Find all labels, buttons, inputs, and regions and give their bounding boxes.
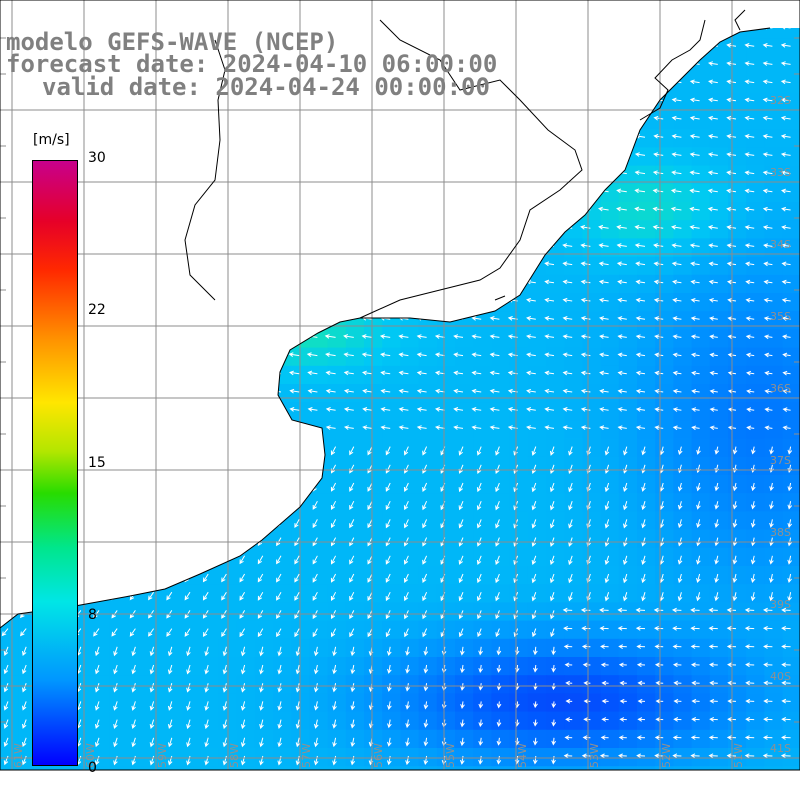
lat-label-32s: 32S	[770, 94, 791, 107]
border-line	[184, 9, 746, 319]
lat-label-35s: 35S	[770, 310, 791, 323]
lon-label-57w: 57W	[300, 743, 313, 768]
lon-label-59w: 59W	[156, 743, 169, 768]
lon-label-61w: 61W	[12, 743, 25, 768]
colorbar-tick-15: 15	[88, 455, 106, 471]
lat-label-33s: 33S	[770, 166, 791, 179]
colorbar	[32, 160, 78, 766]
colorbar-tick-0: 0	[88, 760, 97, 776]
lon-label-53w: 53W	[588, 743, 601, 768]
lon-label-56w: 56W	[372, 743, 385, 768]
lat-label-36s: 36S	[770, 382, 791, 395]
lon-label-55w: 55W	[444, 743, 457, 768]
colorbar-tick-22: 22	[88, 302, 106, 318]
title-forecast-date: forecast date: 2024-04-10 06:00:00	[6, 50, 498, 78]
latitude-labels: 32S 33S 34S 35S 36S 37S 38S 39S 40S 41S	[770, 94, 791, 755]
colorbar-tick-8: 8	[88, 607, 97, 623]
longitude-labels: 61W 60W 59W 58W 57W 56W 55W 54W 53W 52W 51W	[12, 743, 745, 768]
lat-label-40s: 40S	[770, 670, 791, 683]
lon-label-51w: 51W	[732, 743, 745, 768]
lat-label-38s: 38S	[770, 526, 791, 539]
wind-speed-field	[0, 28, 800, 770]
lat-label-41s: 41S	[770, 742, 791, 755]
lon-label-58w: 58W	[228, 743, 241, 768]
title-valid-date: valid date: 2024-04-24 00:00:00	[42, 73, 490, 101]
colorbar-tick-30: 30	[88, 150, 106, 166]
lon-label-60w: 60W	[84, 743, 97, 768]
lat-label-37s: 37S	[770, 454, 791, 467]
lon-label-52w: 52W	[660, 743, 673, 768]
lat-label-39s: 39S	[770, 598, 791, 611]
lat-label-34s: 34S	[770, 238, 791, 251]
lat-lon-grid	[0, 0, 800, 770]
map-frame	[0, 0, 800, 771]
colorbar-gradient	[33, 161, 77, 765]
colorbar-unit: [m/s]	[33, 132, 70, 148]
coastline	[0, 27, 771, 629]
lon-label-54w: 54W	[516, 743, 529, 768]
title-model: modelo GEFS-WAVE (NCEP)	[6, 28, 339, 56]
